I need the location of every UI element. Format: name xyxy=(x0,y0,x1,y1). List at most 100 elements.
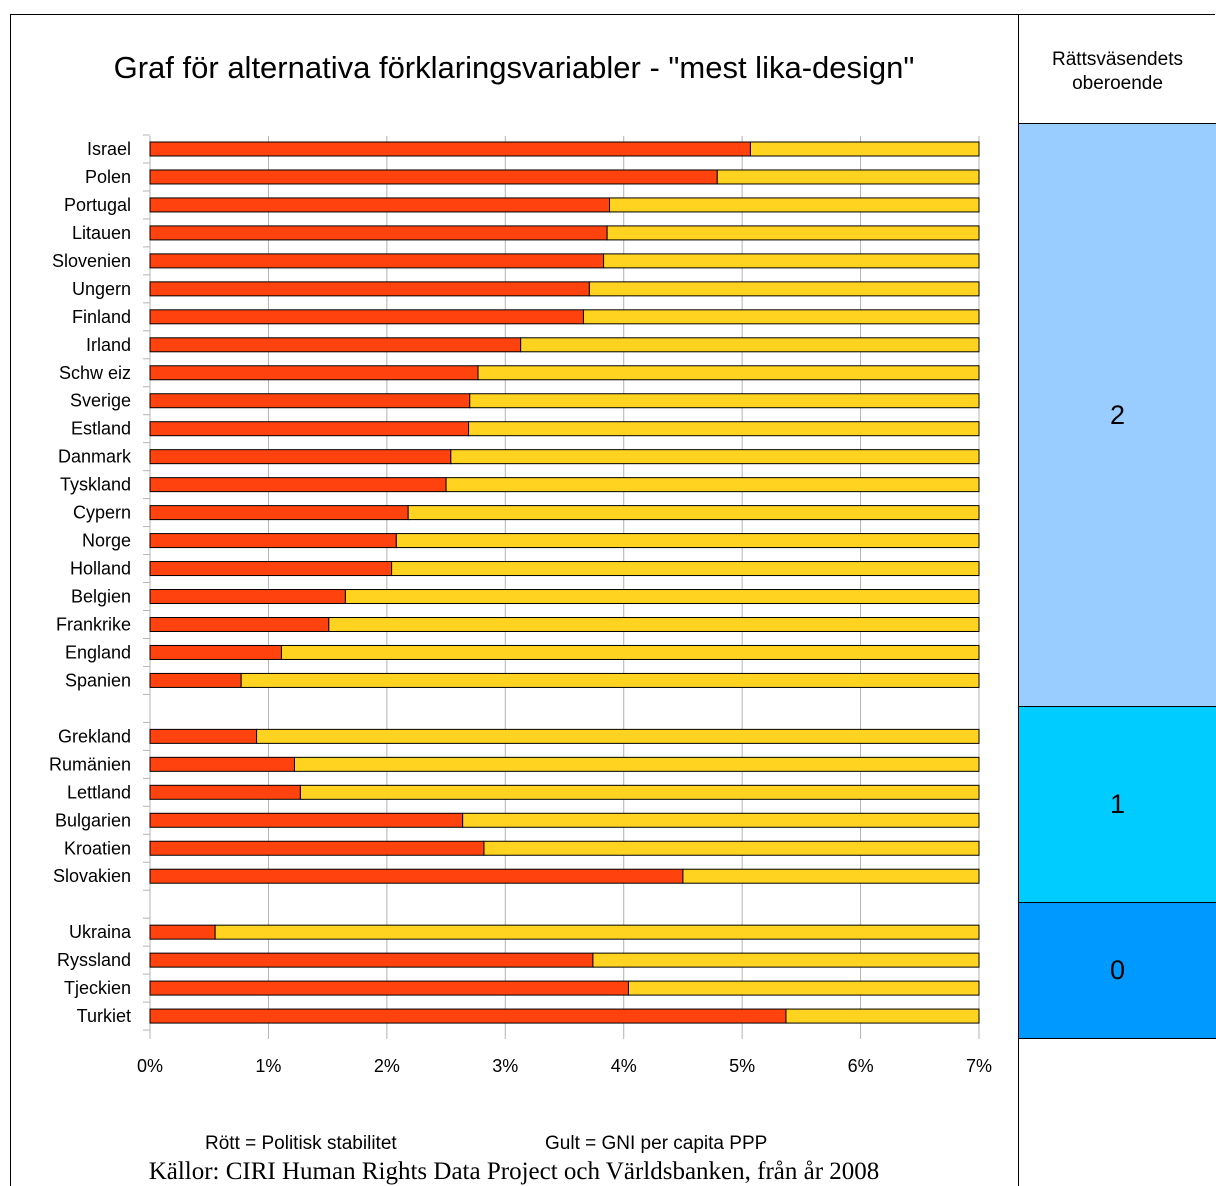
y-category-label: Lettland xyxy=(67,782,131,802)
y-category-label: Cypern xyxy=(73,503,131,523)
y-category-label: Belgien xyxy=(71,587,131,607)
bar-red xyxy=(149,784,301,800)
outer-frame xyxy=(10,14,1215,1186)
bar-red xyxy=(149,505,409,521)
y-category-label: Kroatien xyxy=(64,838,131,858)
y-category-label: Israel xyxy=(87,139,131,159)
y-category-label: Holland xyxy=(70,559,131,579)
bar-yellow xyxy=(293,756,980,772)
bar-yellow xyxy=(749,141,980,157)
bar-yellow xyxy=(391,561,980,577)
bar-red xyxy=(149,616,330,632)
bar-yellow xyxy=(592,952,980,968)
y-category-label: Slovenien xyxy=(52,251,131,271)
bar-red xyxy=(149,169,718,185)
y-category-label: Slovakien xyxy=(53,866,131,886)
bar-red xyxy=(149,421,470,437)
y-category-label: England xyxy=(65,642,131,662)
legend-red-label: Rött = Politisk stabilitet xyxy=(205,1133,397,1154)
y-category-label: Tjeckien xyxy=(64,978,131,998)
bar-yellow xyxy=(395,533,980,549)
bar-yellow xyxy=(483,840,980,856)
chart-title: Graf för alternativa förklaringsvariable… xyxy=(113,50,915,85)
bar-red xyxy=(149,561,393,577)
bar-red xyxy=(149,952,594,968)
side-panel-header: Rättsväsendets oberoende xyxy=(1052,49,1183,94)
bar-yellow xyxy=(606,225,980,241)
group-box-1: 1 xyxy=(1019,706,1216,903)
group-label-2: 2 xyxy=(1109,399,1126,430)
x-tick-label: 4% xyxy=(611,1056,637,1076)
y-category-label: Ryssland xyxy=(57,950,131,970)
y-category-label: Sverige xyxy=(70,391,131,411)
bar-red xyxy=(149,253,605,269)
bar-red xyxy=(149,589,346,605)
y-category-label: Finland xyxy=(72,307,131,327)
y-category-label: Ukraina xyxy=(69,922,132,942)
y-category-label: Tyskland xyxy=(60,475,131,495)
y-category-label: Bulgarien xyxy=(55,810,131,830)
bar-yellow xyxy=(468,421,980,437)
bar-yellow xyxy=(256,728,980,744)
bar-red xyxy=(149,281,590,297)
bar-red xyxy=(149,141,751,157)
bar-yellow xyxy=(328,616,980,632)
x-tick-label: 0% xyxy=(137,1056,163,1076)
bar-red xyxy=(149,672,242,688)
bar-yellow xyxy=(469,393,980,409)
bar-red xyxy=(149,644,282,660)
bar-yellow xyxy=(299,784,980,800)
bar-red xyxy=(149,840,485,856)
y-category-label: Grekland xyxy=(58,726,131,746)
y-category-label: Rumänien xyxy=(49,754,131,774)
bar-yellow xyxy=(280,644,980,660)
bar-yellow xyxy=(240,672,980,688)
bar-red xyxy=(149,728,258,744)
bar-yellow xyxy=(588,281,980,297)
bar-red xyxy=(149,337,522,353)
bar-yellow xyxy=(214,924,980,940)
x-tick-label: 3% xyxy=(492,1056,518,1076)
bar-yellow xyxy=(716,169,980,185)
bar-yellow xyxy=(785,1008,980,1024)
legend-yellow-label: Gult = GNI per capita PPP xyxy=(545,1133,768,1154)
y-category-label: Spanien xyxy=(65,670,131,690)
bar-yellow xyxy=(609,197,980,213)
bar-yellow xyxy=(344,589,980,605)
bar-red xyxy=(149,533,397,549)
x-tick-label: 6% xyxy=(848,1056,874,1076)
group-box-0: 0 xyxy=(1019,902,1216,1039)
y-category-label: Portugal xyxy=(64,195,131,215)
x-tick-label: 5% xyxy=(729,1056,755,1076)
y-category-label: Polen xyxy=(85,167,131,187)
x-tick-label: 2% xyxy=(374,1056,400,1076)
y-category-label: Turkiet xyxy=(77,1006,131,1026)
group-label-0: 0 xyxy=(1109,955,1126,985)
y-category-label: Ungern xyxy=(72,279,131,299)
bar-yellow xyxy=(477,365,980,381)
bar-red xyxy=(149,812,464,828)
bar-yellow xyxy=(682,868,980,884)
bar-red xyxy=(149,225,608,241)
y-category-label: Schw eiz xyxy=(59,363,131,383)
bar-yellow xyxy=(462,812,980,828)
bar-yellow xyxy=(407,505,980,521)
y-category-label: Estland xyxy=(71,419,131,439)
panel-divider xyxy=(1018,14,1019,1186)
y-category-label: Norge xyxy=(82,531,131,551)
x-tick-label: 1% xyxy=(255,1056,281,1076)
bar-red xyxy=(149,924,216,940)
bar-red xyxy=(149,756,295,772)
bar-red xyxy=(149,393,471,409)
bar-yellow xyxy=(445,477,980,493)
y-category-label: Litauen xyxy=(72,223,131,243)
group-label-1: 1 xyxy=(1109,789,1126,819)
bar-red xyxy=(149,1008,787,1024)
bar-red xyxy=(149,868,684,884)
x-tick-label: 7% xyxy=(966,1056,992,1076)
bar-yellow xyxy=(603,253,980,269)
y-category-label: Irland xyxy=(86,335,131,355)
bar-red xyxy=(149,477,447,493)
source-note: Källor: CIRI Human Rights Data Project o… xyxy=(148,1158,880,1185)
